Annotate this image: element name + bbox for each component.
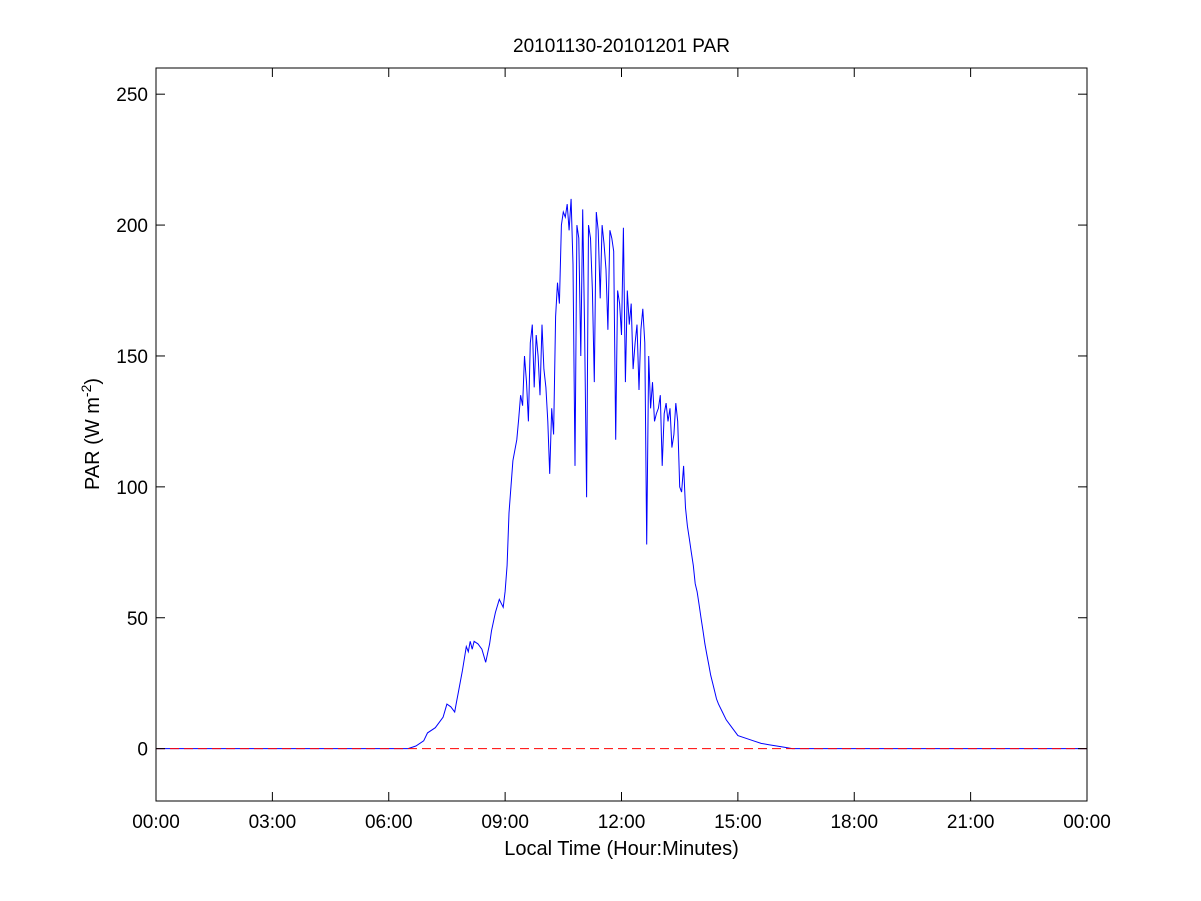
y-tick-label: 100 <box>116 478 148 499</box>
y-tick-label: 50 <box>127 609 148 630</box>
series-line-1 <box>156 198 1087 750</box>
tick-layer: 00:00 03:00 06:00 09:00 12:00 15:00 18:00 21:00… <box>116 68 1111 833</box>
x-tick-label: 09:00 <box>481 812 529 833</box>
y-tick-label: 250 <box>116 85 148 106</box>
x-tick-label: 21:00 <box>947 812 995 833</box>
axes-background <box>156 68 1087 801</box>
x-tick-label: 00:00 <box>1063 812 1111 833</box>
chart-title: 20101130-20101201 PAR <box>513 36 730 57</box>
x-tick-label: 18:00 <box>830 812 878 833</box>
y-axis-label-prefix: PAR (W m <box>82 397 104 490</box>
x-tick-label: 06:00 <box>365 812 413 833</box>
y-axis-label: PAR (W m-2) <box>78 378 104 490</box>
x-tick-label: 15:00 <box>714 812 762 833</box>
y-tick-label: 150 <box>116 347 148 368</box>
y-axis-label-superscript: -2 <box>78 384 94 397</box>
x-axis-label: Local Time (Hour:Minutes) <box>504 838 739 860</box>
y-tick-label: 200 <box>116 216 148 237</box>
x-tick-label: 00:00 <box>132 812 180 833</box>
x-tick-label: 03:00 <box>249 812 297 833</box>
y-tick-label: 0 <box>137 740 148 761</box>
x-tick-label: 12:00 <box>598 812 646 833</box>
series-layer <box>156 198 1087 750</box>
y-axis-label-suffix: ) <box>82 378 104 385</box>
